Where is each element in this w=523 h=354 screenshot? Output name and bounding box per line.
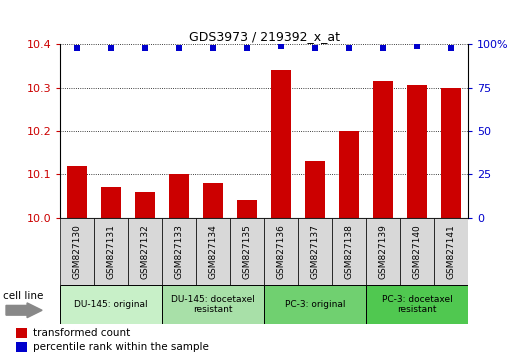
- Text: DU-145: docetaxel
resistant: DU-145: docetaxel resistant: [171, 295, 255, 314]
- Text: GSM827138: GSM827138: [345, 224, 354, 279]
- Text: GSM827141: GSM827141: [447, 224, 456, 279]
- Text: transformed count: transformed count: [33, 328, 130, 338]
- Text: cell line: cell line: [3, 291, 43, 301]
- Bar: [196, 218, 230, 285]
- Bar: [366, 285, 468, 324]
- Text: GSM827136: GSM827136: [277, 224, 286, 279]
- Bar: [203, 183, 223, 218]
- Bar: [16, 327, 27, 338]
- Bar: [339, 131, 359, 218]
- Text: GSM827130: GSM827130: [73, 224, 82, 279]
- Bar: [60, 218, 94, 285]
- Bar: [237, 200, 257, 218]
- Bar: [101, 187, 121, 218]
- Bar: [230, 218, 264, 285]
- Bar: [271, 70, 291, 218]
- Text: GSM827139: GSM827139: [379, 224, 388, 279]
- Bar: [169, 175, 189, 218]
- Bar: [373, 81, 393, 218]
- Text: GSM827140: GSM827140: [413, 224, 422, 279]
- Text: GSM827137: GSM827137: [311, 224, 320, 279]
- Bar: [366, 218, 400, 285]
- Text: percentile rank within the sample: percentile rank within the sample: [33, 342, 209, 352]
- Text: GSM827134: GSM827134: [209, 224, 218, 279]
- Bar: [298, 218, 332, 285]
- Title: GDS3973 / 219392_x_at: GDS3973 / 219392_x_at: [189, 30, 339, 43]
- Text: DU-145: original: DU-145: original: [74, 300, 148, 309]
- Bar: [94, 218, 128, 285]
- Text: GSM827135: GSM827135: [243, 224, 252, 279]
- Bar: [407, 85, 427, 218]
- Text: GSM827132: GSM827132: [141, 224, 150, 279]
- Bar: [60, 285, 162, 324]
- Bar: [67, 166, 87, 218]
- Bar: [264, 285, 366, 324]
- Bar: [162, 218, 196, 285]
- Text: PC-3: original: PC-3: original: [285, 300, 345, 309]
- Bar: [400, 218, 434, 285]
- Bar: [162, 285, 264, 324]
- Text: GSM827131: GSM827131: [107, 224, 116, 279]
- FancyArrow shape: [6, 303, 42, 318]
- Bar: [305, 161, 325, 218]
- Text: PC-3: docetaxel
resistant: PC-3: docetaxel resistant: [382, 295, 452, 314]
- Bar: [135, 192, 155, 218]
- Bar: [434, 218, 468, 285]
- Bar: [264, 218, 298, 285]
- Bar: [441, 87, 461, 218]
- Bar: [128, 218, 162, 285]
- Bar: [332, 218, 366, 285]
- Bar: [16, 342, 27, 353]
- Text: GSM827133: GSM827133: [175, 224, 184, 279]
